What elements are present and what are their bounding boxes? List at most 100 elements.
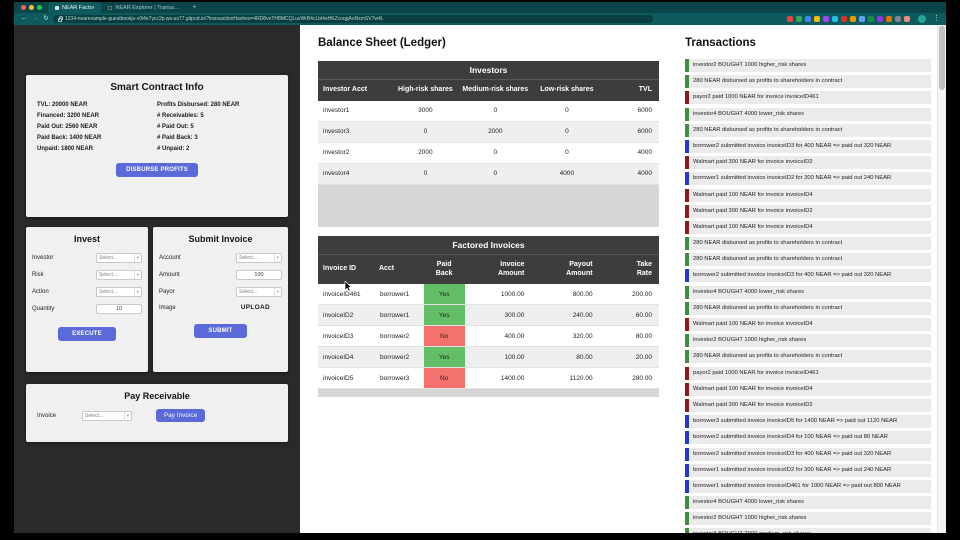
window-close-button[interactable] [21, 5, 26, 10]
action-select[interactable]: Select... ▾ [96, 287, 142, 297]
field-row-payor: Payor Select... ▾ [159, 287, 282, 297]
submit-button[interactable]: SUBMIT [194, 324, 247, 338]
payor-select[interactable]: Select... ▾ [236, 287, 282, 297]
invoices-header-row: Invoice ID Acct Paid Back Invoice Amount Pay… [318, 254, 659, 285]
cell: 3000 [393, 100, 458, 122]
transactions-panel: Transactions investor2 BOUGHT 1000 highe… [675, 25, 937, 533]
smart-contract-info-card: Smart Contract Info TVL: 20000 NEAR Finan… [26, 75, 288, 217]
mouse-cursor [344, 281, 352, 292]
account-select[interactable]: Select... ▾ [236, 253, 282, 263]
extension-icon[interactable] [904, 16, 910, 22]
amount-input[interactable] [236, 270, 282, 280]
invest-card: Invest Investor Select... ▾ Risk Select... ▾ A… [26, 227, 148, 372]
cell: invoiceID4 [318, 346, 376, 369]
upload-button[interactable]: UPLOAD [240, 304, 270, 311]
field-row-investor: Investor Select... ▾ [32, 253, 142, 263]
cell: 4000 [532, 163, 601, 185]
extension-icon[interactable] [823, 16, 829, 22]
extension-icon[interactable] [832, 16, 838, 22]
reload-button[interactable]: ↻ [43, 15, 49, 22]
pay-invoice-button[interactable]: Pay Invoice [156, 409, 206, 422]
quantity-input[interactable] [96, 304, 142, 314]
column-header: Low-risk shares [532, 80, 601, 101]
invoice-select[interactable]: Select... ▾ [82, 410, 133, 421]
column-header: Investor Acct [318, 80, 394, 101]
contract-stat: # Paid Back: 3 [157, 135, 198, 141]
transaction-item: borrower2 submitted invoice invoiceID3 f… [685, 269, 931, 283]
extension-icon[interactable] [796, 16, 802, 22]
field-label: Investor [32, 255, 54, 261]
table-row: invoiceID2 borrower1 Yes 300.00 240.00 60.00 [318, 304, 659, 327]
cell: 2000 [457, 121, 533, 143]
field-row-action: Action Select... ▾ [32, 287, 142, 297]
tab-near-explorer[interactable]: NEAR Explorer | Transaction... [101, 2, 187, 13]
chevron-down-icon: ▾ [133, 271, 139, 279]
transaction-item: borrower1 submitted invoice invoiceID2 f… [685, 172, 931, 186]
execute-button[interactable]: EXECUTE [58, 327, 116, 341]
cell: 0 [457, 100, 533, 122]
transaction-item: Walmart paid 300 NEAR for invoice invoic… [685, 398, 931, 412]
cell: invoiceID5 [318, 367, 376, 390]
contract-stat: # Receivables: 5 [157, 113, 204, 119]
cell: 0 [393, 163, 458, 185]
transaction-item: borrower2 submitted invoice invoiceID3 f… [685, 447, 931, 461]
browser-menu-icon[interactable]: ⋮ [933, 15, 940, 22]
chevron-down-icon: ▾ [133, 288, 139, 296]
window-zoom-button[interactable] [37, 5, 42, 10]
extension-icon[interactable] [850, 16, 856, 22]
scrollbar-thumb[interactable] [939, 26, 945, 90]
tab-label: NEAR Explorer | Transaction... [115, 4, 180, 11]
extension-icon[interactable] [814, 16, 820, 22]
table-row: invoiceID4 borrower2 Yes 100.00 80.00 20.00 [318, 346, 659, 369]
back-button[interactable]: ← [20, 15, 28, 22]
risk-select[interactable]: Select... ▾ [96, 270, 142, 280]
extension-icon[interactable] [886, 16, 892, 22]
field-row-risk: Risk Select... ▾ [32, 270, 142, 280]
invoices-table-body: invoiceID461 borrower1 Yes 1000.00 800.00 200… [318, 284, 659, 390]
tab-near-factor[interactable]: NEAR Factor [48, 2, 102, 13]
cell: 0 [457, 142, 533, 164]
profile-avatar[interactable] [918, 15, 926, 23]
new-tab-button[interactable]: + [192, 4, 197, 11]
transaction-item: Walmart paid 300 NEAR for invoice invoic… [685, 204, 931, 218]
select-value: Select... [239, 289, 258, 295]
window-minimize-button[interactable] [29, 5, 34, 10]
url-text: 1234-nearexample-guestbookjs-v0l4e7ycc2p… [65, 16, 384, 22]
contract-stat: # Unpaid: 2 [157, 146, 190, 152]
column-header: Invoice Amount [464, 254, 530, 285]
disburse-profits-button[interactable]: DISBURSE PROFITS [116, 163, 198, 177]
table-row: investor4 0 0 4000 4000 [318, 163, 659, 185]
address-bar[interactable]: 1234-nearexample-guestbookjs-v0l4e7ycc2p… [53, 15, 653, 23]
contract-stats: TVL: 20000 NEAR Financed: 3200 NEAR Paid O… [34, 100, 280, 155]
page-scrollbar[interactable] [937, 25, 946, 533]
cell: investor3 [318, 121, 394, 143]
transaction-item: 280 NEAR disbursed as profits to shareho… [685, 237, 931, 251]
field-label: Amount [159, 272, 180, 278]
extension-icon[interactable] [868, 16, 874, 22]
balance-sheet-title: Balance Sheet (Ledger) [318, 37, 446, 49]
cell: invoiceID2 [318, 304, 376, 327]
card-title: Smart Contract Info [110, 82, 204, 93]
field-label: Payor [159, 289, 175, 295]
invoices-table: Factored Invoices Invoice ID Acct Paid Bac… [318, 235, 659, 398]
card-title: Submit Invoice [188, 234, 253, 244]
forward-button[interactable]: → [31, 15, 39, 22]
cell: 20.00 [597, 346, 659, 369]
contract-stat: Profits Disbursed: 280 NEAR [157, 102, 240, 108]
investor-select[interactable]: Select... ▾ [96, 253, 142, 263]
cell: investor2 [318, 142, 394, 164]
extension-icon[interactable] [841, 16, 847, 22]
extension-icon[interactable] [805, 16, 811, 22]
transaction-item: investor2 BOUGHT 1000 higher_risk shares [685, 512, 931, 526]
field-row-quantity: Quantity [32, 304, 142, 314]
contract-stats-right: Profits Disbursed: 280 NEAR # Receivables… [157, 100, 277, 155]
transaction-item: Walmart paid 300 NEAR for invoice invoic… [685, 156, 931, 170]
transaction-item: 280 NEAR disbursed as profits to shareho… [685, 75, 931, 89]
extension-icon[interactable] [895, 16, 901, 22]
column-header: TVL [601, 80, 659, 101]
extension-icon[interactable] [859, 16, 865, 22]
transaction-item: payor2 paid 1000 NEAR for invoice invoic… [685, 366, 931, 380]
extension-icon[interactable] [877, 16, 883, 22]
transaction-item: investor4 BOUGHT 4000 lower_risk shares [685, 285, 931, 299]
extension-icon[interactable] [787, 16, 793, 22]
